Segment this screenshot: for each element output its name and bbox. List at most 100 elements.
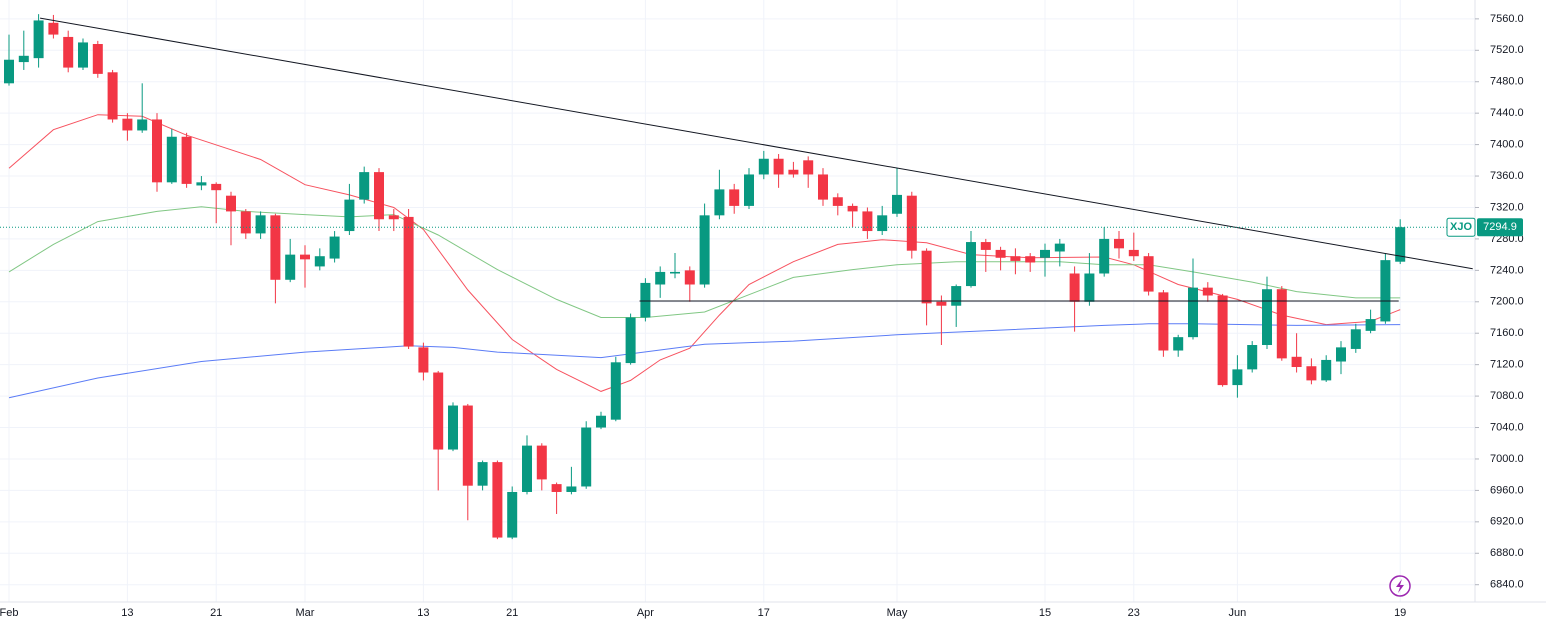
candle-body <box>906 195 917 251</box>
candle-body <box>63 36 74 68</box>
candle-body <box>1321 359 1332 381</box>
x-tick-label: Apr <box>637 607 654 619</box>
candle-body <box>847 205 858 212</box>
candle-body <box>1276 289 1287 359</box>
candle-body <box>862 211 873 232</box>
y-tick-label: 7320.0 <box>1490 201 1524 213</box>
candle-body <box>1232 369 1243 386</box>
candle-body <box>152 119 162 183</box>
candle-body <box>980 242 991 250</box>
candle-body <box>255 215 266 234</box>
x-tick-label: 15 <box>1039 607 1051 619</box>
symbol-label: XJO <box>1450 221 1472 233</box>
candle-body <box>892 194 902 214</box>
candle-body <box>803 160 814 175</box>
y-tick-label: 7440.0 <box>1490 107 1524 119</box>
candle-body <box>551 484 562 492</box>
candle-body <box>181 136 192 184</box>
last-price-box <box>1477 218 1523 237</box>
candle-body <box>1069 273 1080 302</box>
candle-body <box>1054 243 1065 252</box>
candle-body <box>403 216 414 347</box>
candle-body <box>122 118 133 131</box>
candle-body <box>1336 347 1346 362</box>
candle-body <box>566 486 577 492</box>
candle-body <box>522 445 532 492</box>
candle-body <box>196 182 207 186</box>
candle-body <box>536 445 547 480</box>
candle-body <box>1143 256 1154 292</box>
candle-body <box>1380 260 1391 322</box>
candle-body <box>18 55 29 63</box>
y-tick-label: 7200.0 <box>1490 296 1524 308</box>
x-tick-label: 21 <box>506 607 518 619</box>
y-tick-label: 7160.0 <box>1490 327 1524 339</box>
axes: 7560.0 7520.0 7480.0 7440.0 7400.0 7360.0 7320… <box>0 13 1524 619</box>
candle-body <box>285 254 296 280</box>
candle-body <box>92 44 103 74</box>
x-tick-label: 21 <box>210 607 222 619</box>
candle-body <box>1188 287 1198 338</box>
grid <box>0 0 1475 602</box>
candle-body <box>492 462 503 538</box>
candle-body <box>1291 356 1302 368</box>
candle-body <box>1365 319 1376 331</box>
candle-body <box>788 169 799 175</box>
candle-body <box>1395 227 1406 262</box>
candle-body <box>344 199 355 232</box>
candle-body <box>640 282 651 318</box>
candle-body <box>1306 366 1317 381</box>
replay-icon[interactable] <box>1389 575 1411 597</box>
candle-body <box>1262 289 1272 346</box>
candle-body <box>1350 329 1361 349</box>
candle-body <box>699 215 710 285</box>
candle-body <box>744 174 754 206</box>
x-tick-label: 13 <box>417 607 429 619</box>
y-tick-label: 7080.0 <box>1490 390 1524 402</box>
candle-body <box>758 158 769 175</box>
candle-body <box>240 211 251 234</box>
candle-body <box>1084 273 1095 302</box>
candle-body <box>4 59 14 84</box>
candle-body <box>1217 295 1228 386</box>
candle-body <box>951 286 962 306</box>
candle-body <box>507 491 518 538</box>
y-tick-label: 6920.0 <box>1490 516 1524 528</box>
y-tick-label: 7520.0 <box>1490 44 1524 56</box>
candle-body <box>433 372 444 450</box>
candle-body <box>921 250 932 304</box>
y-tick-label: 7480.0 <box>1490 76 1524 88</box>
x-tick-label: May <box>887 607 908 619</box>
candle-body <box>329 236 340 259</box>
candle-body <box>832 197 843 206</box>
last-price-label: 7294.9 <box>1483 221 1517 233</box>
candle-body <box>1158 292 1169 351</box>
candle-body <box>936 301 947 306</box>
candle-body <box>462 405 473 486</box>
y-tick-label: 7400.0 <box>1490 139 1524 151</box>
moving-average <box>8 114 1401 392</box>
symbol-box <box>1446 217 1476 237</box>
candle-body <box>270 215 281 280</box>
candle-body <box>1247 345 1258 370</box>
candle-body <box>714 189 725 216</box>
candle-body <box>1040 249 1050 258</box>
candle-body <box>966 242 976 287</box>
candle-body <box>596 415 606 428</box>
plot-area <box>0 14 1475 540</box>
y-tick-label: 7120.0 <box>1490 359 1524 371</box>
candle-body <box>359 172 370 200</box>
candle-body <box>1202 287 1213 296</box>
candle-body <box>48 22 59 35</box>
candle-body <box>477 462 488 486</box>
candle-body <box>418 347 429 373</box>
candle-body <box>684 270 695 285</box>
x-tick-label: 23 <box>1128 607 1140 619</box>
x-tick-label: 17 <box>758 607 770 619</box>
x-tick-label: 19 <box>1394 607 1406 619</box>
candle-body <box>773 158 784 175</box>
y-tick-label: 6960.0 <box>1490 484 1524 496</box>
candle-body <box>448 405 458 450</box>
candle-body <box>226 195 236 212</box>
